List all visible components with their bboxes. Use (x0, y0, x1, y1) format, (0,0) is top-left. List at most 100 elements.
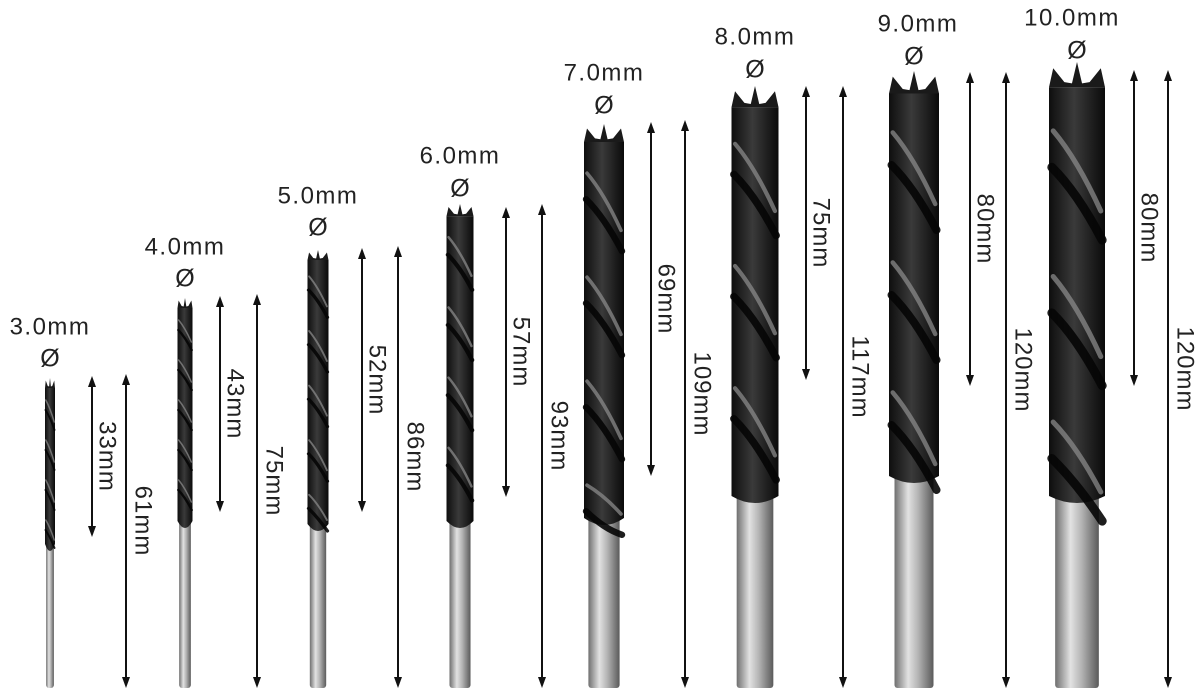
bit-size-label: 8.0mm (715, 23, 796, 50)
flute-highlight (45, 439, 55, 463)
drill-bit-shank (1055, 494, 1099, 688)
flute-highlight (585, 379, 623, 441)
flute-highlight (890, 390, 938, 467)
total-length-label: 93mm (546, 401, 573, 472)
drill-bit-tip (446, 204, 474, 217)
flute-length-arrow (802, 86, 810, 380)
drill-bit-5: 7.0mm Ø 69mm 109mm (564, 59, 716, 688)
flute-highlight (732, 386, 778, 458)
diameter-icon: Ø (308, 214, 327, 242)
flute-groove (445, 322, 475, 363)
flute-highlight (177, 359, 193, 383)
bit-size-label: 7.0mm (564, 59, 645, 86)
flute-length-arrow (88, 376, 96, 537)
flute-highlight (177, 479, 193, 503)
flute-groove (582, 508, 626, 538)
drill-bit-tip (45, 378, 55, 388)
flute-length-label: 69mm (653, 264, 680, 335)
flute-groove (177, 408, 193, 432)
drill-bit-flute (889, 93, 939, 483)
flute-highlight (890, 130, 938, 207)
flute-highlight (308, 384, 328, 417)
total-length-arrow (253, 294, 261, 688)
flute-groove (445, 252, 475, 293)
drill-bit-1: 3.0mm Ø 33mm 61mm (10, 313, 157, 688)
flute-highlight (585, 483, 623, 516)
diameter-icon: Ø (450, 175, 469, 203)
total-length-arrow (538, 204, 546, 688)
flute-highlight (308, 330, 328, 362)
flute-length-arrow (358, 248, 366, 512)
flute-highlight (45, 519, 55, 541)
flute-highlight (890, 260, 938, 337)
drill-bit-3: 5.0mm Ø 52mm 86mm (278, 182, 429, 688)
flute-groove (306, 506, 330, 533)
total-length-arrow (394, 246, 402, 688)
total-length-label: 86mm (402, 422, 429, 493)
drill-bit-7: 9.0mm Ø 80mm 120mm (878, 10, 1037, 688)
flute-length-label: 52mm (364, 345, 391, 416)
flute-groove (730, 415, 780, 484)
drill-bit-flute (45, 388, 55, 551)
drill-bit-tip (307, 250, 329, 260)
flute-groove (1047, 454, 1107, 526)
drill-bit-shank (46, 542, 54, 688)
drill-bit-flute (731, 107, 779, 504)
flute-highlight (1050, 128, 1104, 214)
total-length-label: 120mm (1010, 327, 1037, 412)
flute-groove (44, 409, 56, 431)
flute-highlight (177, 439, 193, 463)
flute-length-label: 57mm (508, 317, 535, 388)
flute-highlight (308, 439, 328, 472)
flute-highlight (45, 399, 55, 423)
flute-groove (887, 421, 941, 494)
flute-highlight (177, 399, 193, 423)
flute-groove (306, 397, 330, 429)
flute-groove (445, 393, 475, 433)
flute-length-label: 80mm (1136, 193, 1163, 264)
total-length-arrow (1164, 70, 1172, 688)
bit-size-label: 10.0mm (1024, 4, 1120, 31)
flute-groove (582, 404, 626, 463)
drill-bit-4: 6.0mm Ø 57mm 93mm (420, 142, 573, 688)
flute-highlight (1050, 273, 1104, 360)
bit-size-label: 9.0mm (878, 10, 959, 37)
flute-highlight (1050, 419, 1104, 495)
total-length-label: 75mm (261, 446, 288, 517)
flute-groove (582, 300, 626, 359)
flute-highlight (45, 479, 55, 503)
flute-groove (177, 328, 193, 352)
flute-groove (887, 161, 941, 234)
flute-highlight (447, 376, 473, 418)
flute-highlight (447, 306, 473, 348)
flute-groove (445, 463, 475, 503)
flute-length-arrow (1130, 70, 1138, 386)
total-length-arrow (1002, 72, 1010, 688)
drill-bit-6: 8.0mm Ø 75mm 117mm (715, 23, 874, 688)
bit-size-label: 3.0mm (10, 313, 91, 340)
flute-groove (177, 488, 193, 512)
drill-bit-shank (894, 474, 934, 688)
flute-groove (887, 291, 941, 364)
drill-bit-flute (1049, 87, 1105, 503)
flute-groove (730, 292, 780, 362)
flute-groove (730, 170, 780, 240)
flute-length-label: 43mm (222, 369, 249, 440)
flute-highlight (308, 493, 328, 521)
diameter-icon: Ø (40, 345, 59, 373)
drill-bit-tip (1049, 62, 1105, 88)
flute-length-arrow (966, 72, 974, 386)
diameter-icon: Ø (175, 265, 194, 293)
flute-groove (582, 196, 626, 255)
flute-groove (177, 448, 193, 472)
drill-bit-shank (736, 494, 774, 688)
drill-bit-shank (449, 519, 471, 688)
total-length-label: 120mm (1172, 326, 1199, 411)
flute-groove (1047, 162, 1107, 245)
flute-highlight (732, 263, 778, 336)
total-length-arrow (681, 120, 689, 688)
flute-groove (1047, 308, 1107, 391)
bit-size-label: 5.0mm (278, 182, 359, 209)
flute-highlight (732, 141, 778, 214)
